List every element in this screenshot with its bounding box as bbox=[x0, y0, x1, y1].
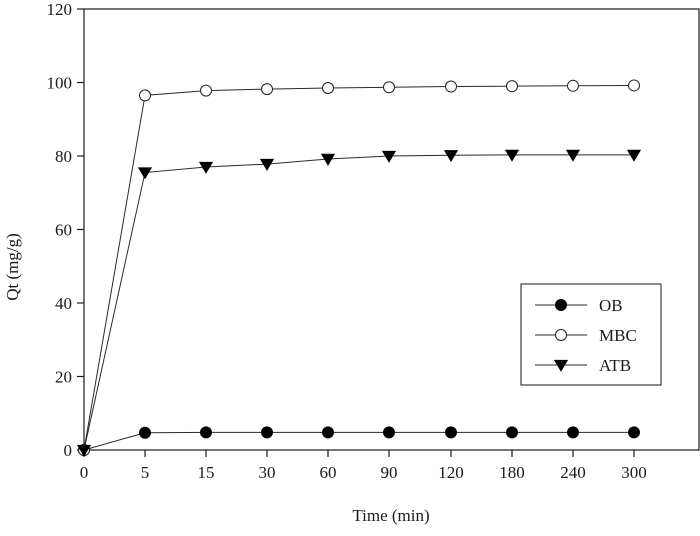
series-ob bbox=[78, 426, 640, 456]
x-tick-label: 300 bbox=[621, 463, 647, 482]
data-point-ob bbox=[200, 426, 212, 439]
data-point-mbc bbox=[261, 83, 273, 96]
legend-entry-ob: OB bbox=[535, 296, 623, 315]
data-point-ob bbox=[139, 426, 151, 439]
x-tick-label: 180 bbox=[499, 463, 525, 482]
tick-marks: 0 20 40 60 80 100 120 0 5 15 30 60 90 120 180 240 300 bbox=[47, 0, 647, 482]
x-tick-label: 5 bbox=[141, 463, 150, 482]
data-point-ob bbox=[322, 426, 334, 439]
legend: OB MBC ATB bbox=[520, 283, 662, 386]
legend-entry-atb: ATB bbox=[535, 356, 631, 375]
data-point-ob bbox=[445, 426, 457, 439]
x-axis-label: Time (min) bbox=[352, 506, 429, 525]
data-point-atb bbox=[137, 167, 153, 180]
y-tick-label: 80 bbox=[55, 147, 72, 166]
x-tick-label: 30 bbox=[259, 463, 276, 482]
data-point-atb bbox=[198, 161, 214, 174]
series-mbc bbox=[78, 79, 640, 456]
series-line-atb bbox=[83, 154, 634, 451]
y-tick-label: 20 bbox=[55, 368, 72, 387]
data-point-ob bbox=[383, 426, 395, 439]
legend-label-mbc: MBC bbox=[599, 326, 637, 345]
data-point-ob bbox=[628, 426, 640, 439]
legend-label-atb: ATB bbox=[599, 356, 631, 375]
data-point-ob bbox=[567, 426, 579, 439]
data-point-mbc bbox=[506, 80, 518, 93]
x-tick-label: 0 bbox=[80, 463, 89, 482]
legend-entry-mbc: MBC bbox=[535, 326, 637, 345]
data-point-mbc bbox=[445, 80, 457, 93]
legend-marker-atb bbox=[553, 359, 569, 372]
data-point-atb bbox=[259, 158, 275, 171]
y-tick-label: 40 bbox=[55, 294, 72, 313]
data-point-atb bbox=[565, 149, 581, 162]
y-tick-label: 0 bbox=[64, 441, 73, 460]
legend-marker-mbc bbox=[555, 329, 567, 341]
x-tick-label: 240 bbox=[560, 463, 586, 482]
data-point-atb bbox=[76, 444, 92, 457]
y-tick-label: 60 bbox=[55, 221, 72, 240]
y-axis-label: Qt (mg/g) bbox=[3, 233, 22, 301]
data-point-atb bbox=[381, 150, 397, 163]
data-point-mbc bbox=[322, 82, 334, 95]
x-tick-label: 90 bbox=[381, 463, 398, 482]
data-point-mbc bbox=[567, 79, 579, 92]
data-point-mbc bbox=[139, 89, 151, 102]
x-tick-label: 120 bbox=[438, 463, 464, 482]
series-atb bbox=[76, 149, 642, 457]
legend-label-ob: OB bbox=[599, 296, 623, 315]
data-point-mbc bbox=[200, 84, 212, 97]
series-group bbox=[76, 79, 642, 457]
y-tick-label: 100 bbox=[47, 74, 73, 93]
legend-marker-ob bbox=[555, 299, 567, 311]
series-line-mbc bbox=[83, 84, 635, 451]
data-point-atb bbox=[626, 149, 642, 162]
data-point-atb bbox=[443, 150, 459, 163]
x-tick-label: 15 bbox=[198, 463, 215, 482]
data-point-atb bbox=[320, 153, 336, 166]
series-line-ob bbox=[83, 431, 634, 451]
data-point-ob bbox=[261, 426, 273, 439]
data-point-atb bbox=[504, 149, 520, 162]
data-point-mbc bbox=[628, 79, 640, 92]
data-point-ob bbox=[506, 426, 518, 439]
y-tick-label: 120 bbox=[47, 0, 73, 19]
x-tick-label: 60 bbox=[320, 463, 337, 482]
data-point-mbc bbox=[383, 81, 395, 94]
